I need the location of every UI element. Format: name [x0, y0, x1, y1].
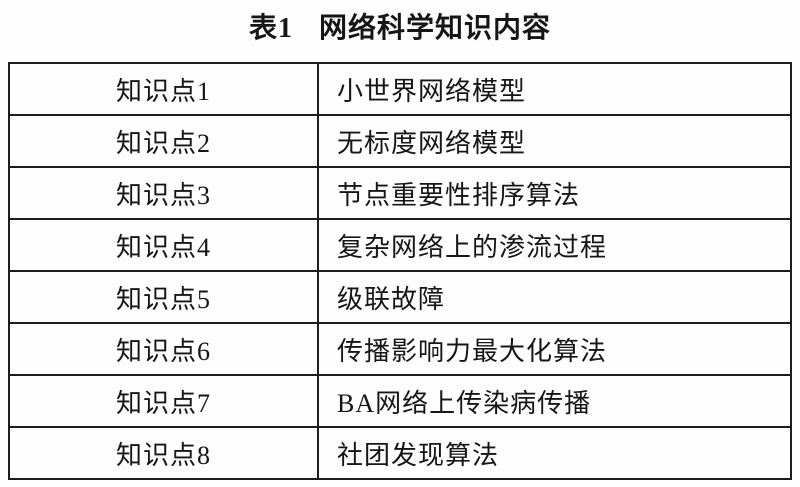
knowledge-point-label: 知识点2 — [8, 114, 319, 168]
knowledge-point-content: 传播影响力最大化算法 — [317, 322, 792, 376]
table-row: 知识点7 BA网络上传染病传播 — [8, 374, 792, 428]
table-row: 知识点3 节点重要性排序算法 — [8, 166, 792, 220]
knowledge-point-label: 知识点3 — [8, 166, 319, 220]
knowledge-table: 知识点1 小世界网络模型 知识点2 无标度网络模型 知识点3 节点重要性排序算法 知识点4 复… — [8, 62, 792, 480]
knowledge-table-body: 知识点1 小世界网络模型 知识点2 无标度网络模型 知识点3 节点重要性排序算法 知识点4 复… — [8, 62, 792, 480]
table-row: 知识点5 级联故障 — [8, 270, 792, 324]
knowledge-point-content: 社团发现算法 — [317, 426, 792, 480]
table-row: 知识点1 小世界网络模型 — [8, 62, 792, 116]
knowledge-point-content: 节点重要性排序算法 — [317, 166, 792, 220]
knowledge-point-label: 知识点7 — [8, 374, 319, 428]
table-row: 知识点8 社团发现算法 — [8, 426, 792, 480]
knowledge-point-content: 级联故障 — [317, 270, 792, 324]
knowledge-point-label: 知识点8 — [8, 426, 319, 480]
knowledge-point-label: 知识点1 — [8, 62, 319, 116]
table-caption-title: 网络科学知识内容 — [319, 13, 552, 44]
knowledge-point-content: 小世界网络模型 — [317, 62, 792, 116]
knowledge-point-content: BA网络上传染病传播 — [317, 374, 792, 428]
knowledge-point-label: 知识点5 — [8, 270, 319, 324]
knowledge-point-content: 复杂网络上的渗流过程 — [317, 218, 792, 272]
table-row: 知识点6 传播影响力最大化算法 — [8, 322, 792, 376]
knowledge-point-content: 无标度网络模型 — [317, 114, 792, 168]
knowledge-point-label: 知识点6 — [8, 322, 319, 376]
table-caption: 表1 网络科学知识内容 — [0, 6, 800, 46]
table-caption-number: 表1 — [248, 13, 293, 44]
knowledge-point-label: 知识点4 — [8, 218, 319, 272]
table-row: 知识点4 复杂网络上的渗流过程 — [8, 218, 792, 272]
table-row: 知识点2 无标度网络模型 — [8, 114, 792, 168]
